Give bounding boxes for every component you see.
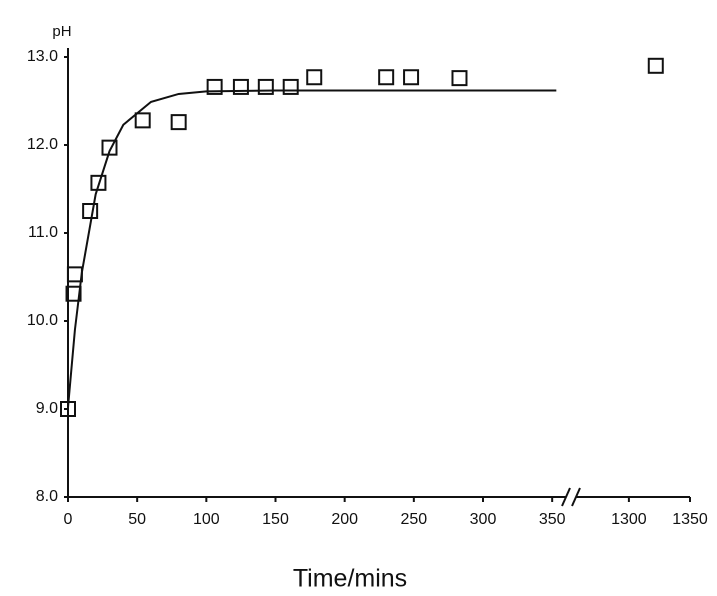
y-tick-label: 8.0 (36, 488, 58, 505)
x-tick-label: 300 (470, 511, 497, 528)
x-tick-label: 1350 (672, 511, 708, 528)
marker (306, 69, 323, 86)
y-tick-label: 9.0 (36, 400, 58, 417)
marker (170, 114, 187, 131)
y-tick-label: 13.0 (27, 48, 58, 65)
marker (101, 139, 118, 156)
x-tick-label: 100 (193, 511, 220, 528)
y-tick-label: 10.0 (27, 312, 58, 329)
x-tick-label: 50 (128, 511, 146, 528)
x-tick-label: 350 (539, 511, 566, 528)
marker (451, 70, 468, 87)
marker (647, 57, 664, 74)
y-axis-label: pH (52, 23, 71, 40)
y-tick-label: 12.0 (27, 136, 58, 153)
x-tick-label: 150 (262, 511, 289, 528)
axis-break (561, 487, 571, 507)
y-tick-label: 11.0 (28, 224, 58, 241)
x-tick-label: 250 (400, 511, 427, 528)
marker (65, 285, 82, 302)
axis-break (571, 487, 581, 507)
x-axis-label: Time/mins (293, 565, 407, 593)
marker (403, 69, 420, 86)
marker (232, 78, 249, 95)
marker (378, 69, 395, 86)
fit-curve (67, 89, 557, 408)
marker (90, 174, 107, 191)
marker (134, 112, 151, 129)
marker (282, 78, 299, 95)
marker (82, 203, 99, 219)
x-tick-label: 0 (64, 511, 73, 528)
marker (66, 266, 83, 283)
x-tick-label: 1300 (611, 511, 647, 528)
marker (257, 78, 274, 95)
x-tick-label: 200 (331, 511, 358, 528)
marker (206, 78, 223, 95)
